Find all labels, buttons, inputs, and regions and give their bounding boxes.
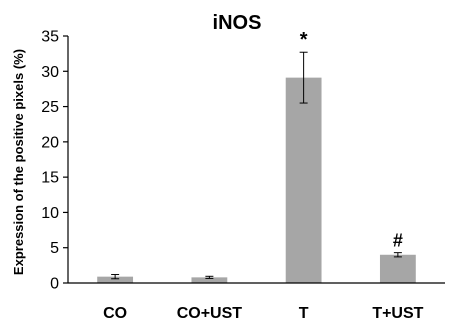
bar-co-plus-ust xyxy=(191,277,228,283)
x-category-label: T+UST xyxy=(372,305,423,322)
y-axis-label: Expression of the positive pixels (%) xyxy=(11,49,26,275)
y-tick-label: 0 xyxy=(50,276,59,293)
y-tick-label: 15 xyxy=(41,170,59,187)
y-tick-label: 10 xyxy=(41,205,59,222)
significance-hash: # xyxy=(393,231,403,251)
bar-co xyxy=(97,276,134,283)
bar-t-plus-ust xyxy=(379,254,416,283)
y-tick-label: 25 xyxy=(41,99,59,116)
significance-asterisk: * xyxy=(300,29,308,51)
x-category-label: CO+UST xyxy=(177,305,243,322)
x-category-label: T xyxy=(299,305,309,322)
chart-title: iNOS xyxy=(213,12,262,34)
y-tick-label: 20 xyxy=(41,134,59,151)
bar-t xyxy=(285,77,322,283)
y-tick-label: 35 xyxy=(41,29,59,46)
y-tick-label: 30 xyxy=(41,64,59,81)
x-category-label: CO xyxy=(103,305,127,322)
y-tick-label: 5 xyxy=(50,240,59,257)
